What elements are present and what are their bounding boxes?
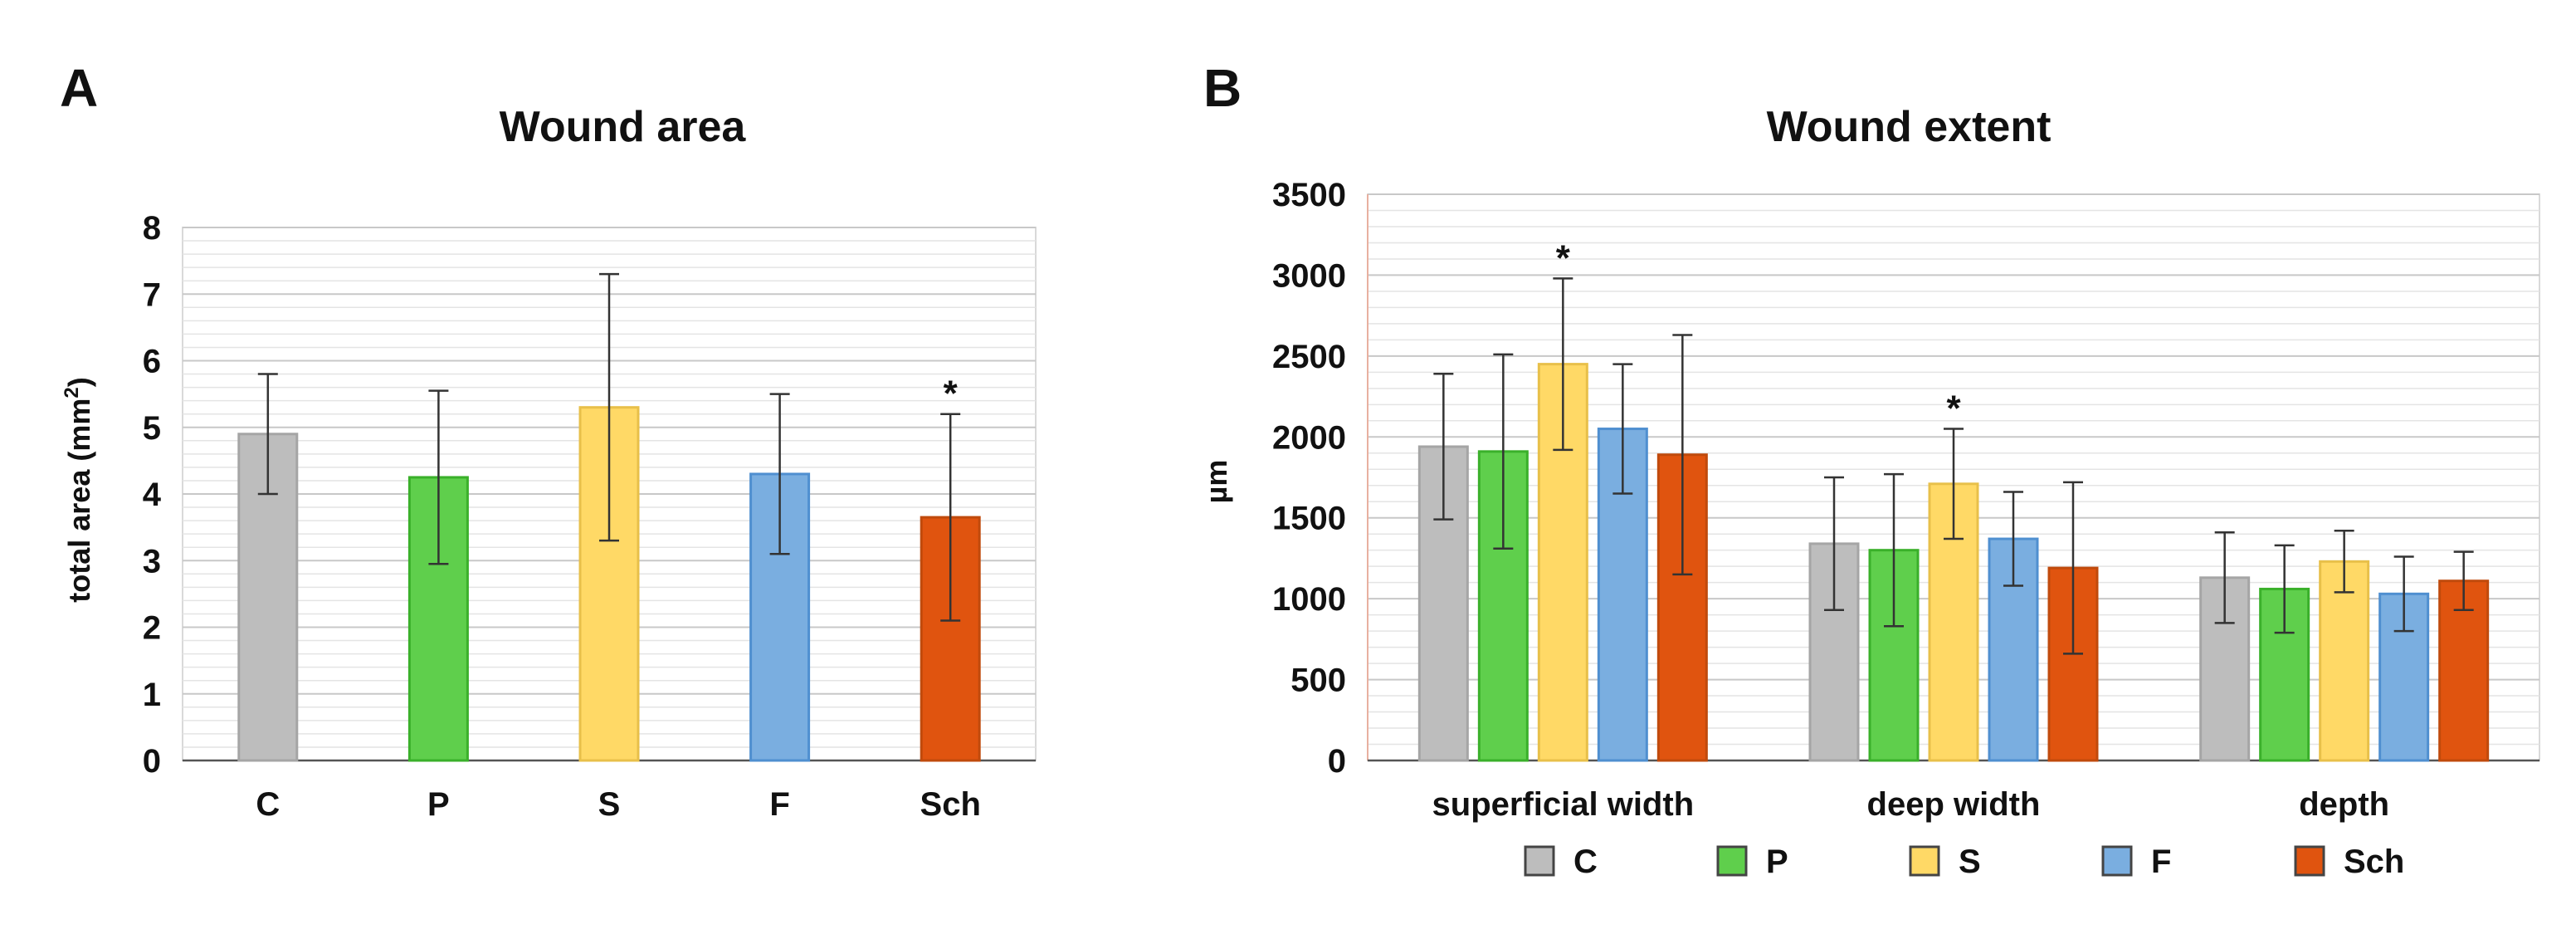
panel-a-significance: *: [944, 374, 959, 414]
legend-label-C: C: [1573, 844, 1598, 880]
panel-b-y-ticks: 0 500 1000 1500 2000 2500 3000 3500: [1272, 177, 1346, 780]
panel-b-y-tick-label: 2000: [1272, 419, 1346, 456]
panel-a-y-tick-label: 1: [143, 677, 161, 713]
significance-star-S-0: *: [1556, 237, 1571, 278]
legend-swatch-P: [1716, 845, 1748, 877]
panel-a-y-axis-label: total area (mm2): [61, 377, 96, 602]
x-tick-label-depth: depth: [2299, 786, 2389, 823]
panel-a-y-tick-label: 5: [143, 410, 161, 447]
panel-b-y-tick-label: 0: [1328, 743, 1346, 780]
panel-a-y-tick-label: 7: [143, 276, 161, 313]
panel-b-legend: C P S F Sch: [1524, 844, 2404, 880]
panel-b-y-axis-label: µm: [1199, 460, 1233, 504]
panel-a-y-label-end: ): [62, 377, 96, 387]
panel-a-y-tick-label: 4: [143, 477, 162, 513]
x-tick-label-deep-width: deep width: [1867, 786, 2041, 823]
panel-a-letter: A: [60, 58, 98, 118]
legend-label-P: P: [1766, 844, 1788, 880]
panel-a-title: Wound area: [500, 103, 747, 151]
legend-swatch-S: [1909, 845, 1940, 877]
panel-b-bars: [1417, 363, 2490, 762]
x-tick-label-superficial-width: superficial width: [1432, 786, 1695, 823]
panel-b-y-tick-label: 1500: [1272, 501, 1346, 537]
panel-a-y-tick-label: 3: [143, 543, 161, 579]
significance-star-S-1: *: [1946, 389, 1961, 429]
panel-a-x-labels: C P S F Sch: [256, 786, 981, 823]
panel-a-y-label-main: total area (mm: [62, 399, 96, 603]
legend-swatch-C: [1524, 845, 1555, 877]
legend-label-S: S: [1959, 844, 1981, 880]
legend-swatch-F: [2101, 845, 2133, 877]
panel-a-y-tick-label: 6: [143, 344, 161, 380]
panel-b-y-tick-label: 3000: [1272, 257, 1346, 294]
panel-b-significance: **: [1556, 237, 1962, 428]
panel-b-y-tick-label: 2500: [1272, 339, 1346, 375]
x-tick-label-Sch: Sch: [920, 786, 981, 823]
bar-F-depth: [2378, 592, 2430, 762]
bar-S-depth: [2319, 560, 2370, 762]
panel-a-chart: A Wound area 0 1 2 3 4 5 6 7 8 C P S F Sch * total a…: [60, 58, 1037, 823]
panel-a-y-label-sup: 2: [61, 387, 83, 398]
panel-a-error-bars: [257, 272, 961, 622]
panel-b-error-bars: [1433, 277, 2474, 655]
panel-b-letter: B: [1203, 58, 1242, 118]
legend-label-Sch: Sch: [2344, 844, 2404, 880]
panel-b-x-labels: superficial width deep width depth: [1432, 786, 2390, 823]
bar-P: [407, 476, 469, 762]
x-tick-label-C: C: [256, 786, 280, 823]
significance-star-Sch: *: [944, 374, 959, 414]
panel-b-y-tick-label: 3500: [1272, 177, 1346, 213]
panel-b-title: Wound extent: [1767, 103, 2052, 151]
panel-a-y-ticks: 0 1 2 3 4 5 6 7 8: [143, 210, 162, 780]
x-tick-label-S: S: [598, 786, 621, 823]
panel-b-y-tick-label: 1000: [1272, 581, 1346, 618]
x-tick-label-P: P: [427, 786, 450, 823]
legend-label-F: F: [2151, 844, 2171, 880]
panel-b-y-tick-label: 500: [1290, 663, 1346, 699]
panel-a-y-tick-label: 8: [143, 210, 161, 247]
panel-b-chart: B Wound extent 0 500 1000 1500 2000 2500 3000 3…: [1199, 58, 2540, 880]
legend-swatch-Sch: [2294, 845, 2325, 877]
x-tick-label-F: F: [769, 786, 789, 823]
panel-a-y-tick-label: 0: [143, 743, 161, 780]
panel-a-y-tick-label: 2: [143, 610, 161, 647]
